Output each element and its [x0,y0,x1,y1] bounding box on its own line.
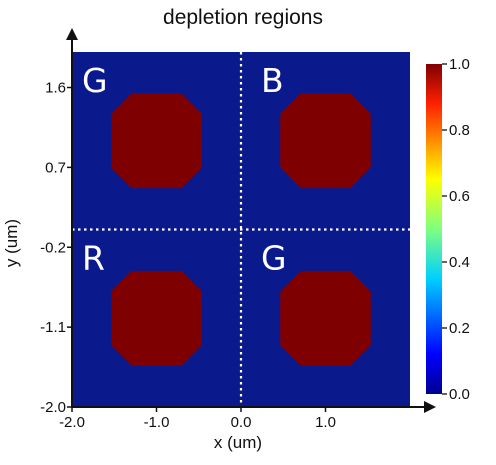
x-axis-arrow [424,401,436,413]
depletion-region-4 [280,270,371,366]
depletion-region-2 [280,93,371,189]
quadrant-labels: G B R G [82,61,287,278]
y-tick-labels: -2.0 -1.1 -0.2 0.7 1.6 [40,80,66,417]
axes [66,28,436,413]
quadrant-label-bottom-left: R [82,238,105,277]
y-axis-label: y (um) [2,219,21,267]
colorbar [426,64,442,394]
chart-title: depletion regions [163,6,323,29]
y-tick-label: -1.1 [40,319,66,336]
x-tick-label: 0.0 [231,414,252,431]
colorbar-tick-labels: 0.0 0.2 0.4 0.6 0.8 1.0 [442,56,470,403]
depletion-region-1 [111,93,202,189]
x-axis-label: x (um) [214,433,262,452]
x-tick-label: -2.0 [59,414,85,431]
depletion-region-3 [111,270,202,366]
colorbar-tick-label: 0.0 [449,386,470,403]
y-tick-label: 0.7 [45,159,66,176]
y-tick-label: -0.2 [40,239,66,256]
colorbar-tick-label: 0.6 [449,188,470,205]
depletion-regions-layer [111,93,371,366]
y-tick-label: -2.0 [40,399,66,416]
x-tick-label: 1.0 [315,414,336,431]
colorbar-tick-label: 0.8 [449,122,470,139]
colorbar-tick-label: 0.2 [449,320,470,337]
x-tick-label: -1.0 [144,414,170,431]
pixel-dividers [72,52,410,407]
x-tick-labels: -2.0 -1.0 0.0 1.0 [59,414,336,431]
colorbar-tick-label: 1.0 [449,56,470,73]
y-tick-label: 1.6 [45,80,66,97]
quadrant-label-bottom-right: G [261,238,287,277]
colorbar-tick-label: 0.4 [449,254,470,271]
quadrant-label-top-right: B [261,61,284,100]
quadrant-label-top-left: G [82,61,108,100]
y-axis-arrow [66,28,78,40]
